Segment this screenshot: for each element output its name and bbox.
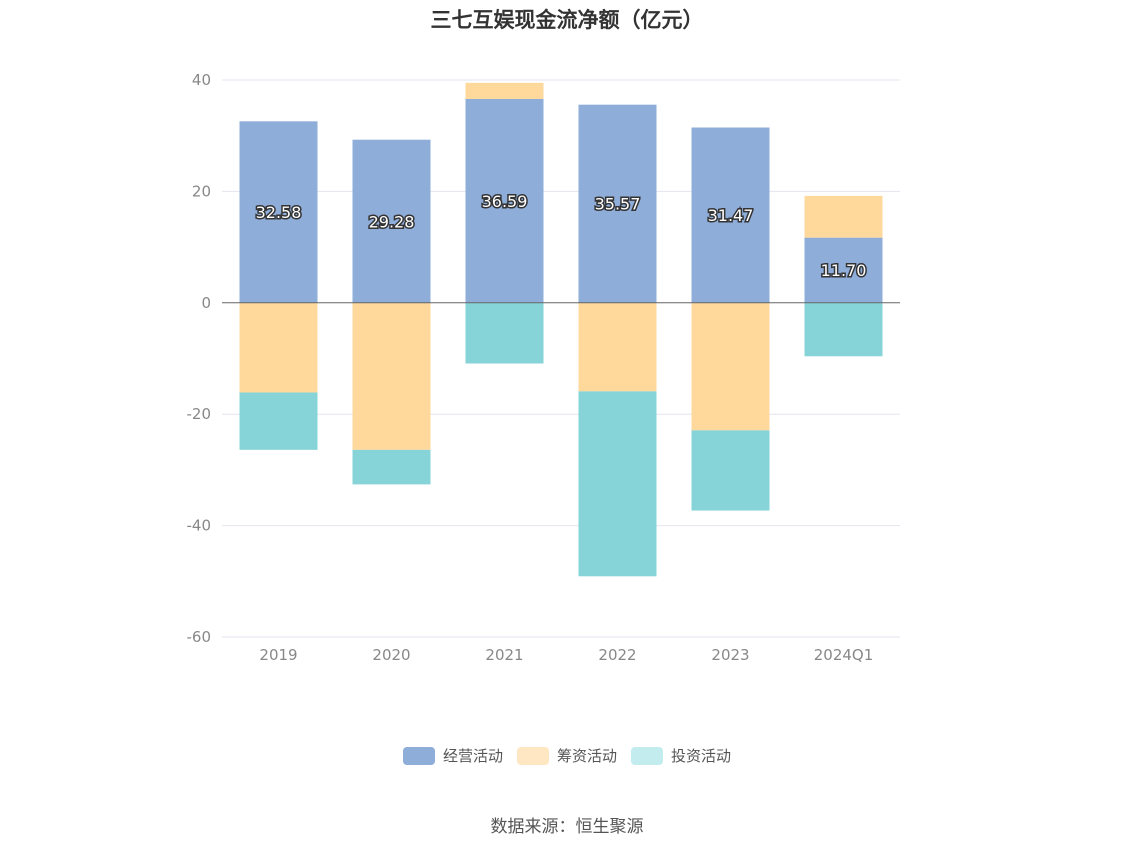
legend-swatch	[516, 746, 549, 765]
legend-item[interactable]: 投资活动	[631, 745, 731, 766]
bar-operating	[691, 127, 770, 303]
bar-operating	[465, 98, 544, 303]
legend-swatch	[631, 746, 663, 765]
bar-investing	[465, 302, 544, 364]
y-tick-label: 20	[192, 182, 211, 200]
bar-operating	[352, 139, 431, 303]
bar-operating	[804, 237, 883, 303]
bar-financing	[465, 82, 544, 99]
data-label: 29.28	[369, 212, 415, 231]
y-tick-label: -20	[187, 405, 212, 423]
data-label: 32.58	[256, 203, 302, 222]
data-label: 11.70	[821, 261, 867, 280]
x-tick-label: 2021	[485, 646, 523, 664]
data-label: 35.57	[595, 195, 641, 214]
legend-item[interactable]: 筹资活动	[516, 745, 617, 766]
bar-investing	[578, 391, 657, 577]
x-tick-label: 2023	[711, 646, 749, 664]
x-tick-label: 2020	[372, 646, 410, 664]
legend-label: 筹资活动	[556, 747, 617, 765]
bar-operating	[578, 104, 657, 303]
y-tick-label: 0	[201, 294, 211, 312]
bar-financing	[691, 302, 770, 431]
bar-investing	[804, 302, 883, 357]
bar-investing	[691, 430, 770, 511]
legend: 经营活动 筹资活动 投资活动	[0, 745, 1134, 766]
ticks-layer: 40 20 0 -20 -40 -60 2019 2020 2021 2022 2023 2024Q1	[187, 71, 874, 664]
bar-investing	[352, 449, 431, 485]
bar-operating	[239, 121, 318, 303]
bars-layer	[239, 82, 883, 577]
legend-label: 经营活动	[442, 747, 503, 765]
bar-financing	[239, 302, 318, 393]
labels-layer: 32.58 29.28 36.59 35.57 31.47 11.70	[254, 190, 868, 281]
bar-financing	[352, 302, 431, 450]
data-label: 36.59	[482, 192, 528, 211]
y-tick-label: -60	[187, 628, 212, 646]
data-label: 31.47	[708, 206, 754, 225]
x-tick-label: 2024Q1	[814, 646, 874, 664]
bar-financing	[578, 302, 657, 392]
x-tick-label: 2022	[598, 646, 636, 664]
x-tick-label: 2019	[259, 646, 297, 664]
y-tick-label: 40	[192, 71, 211, 89]
source-note: 数据来源：恒生聚源	[490, 817, 644, 837]
legend-item[interactable]: 经营活动	[402, 745, 503, 766]
y-tick-label: -40	[187, 517, 212, 535]
bar-investing	[239, 392, 318, 450]
legend-swatch	[402, 746, 435, 765]
bar-financing	[804, 195, 883, 238]
chart-title: 三七互娱现金流净额（亿元）	[430, 8, 704, 32]
grid-layer	[222, 79, 900, 638]
legend-label: 投资活动	[671, 747, 732, 765]
